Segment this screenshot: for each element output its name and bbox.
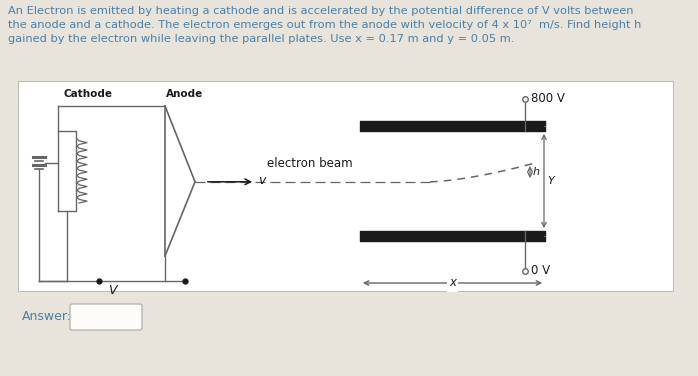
Text: Anode: Anode [166,89,204,99]
Text: h: h [533,167,540,177]
Text: Answer:: Answer: [22,309,72,323]
Text: the anode and a cathode. The electron emerges out from the anode with velocity o: the anode and a cathode. The electron em… [8,20,641,30]
FancyBboxPatch shape [70,304,142,330]
Text: x: x [449,276,456,290]
Text: v: v [258,174,265,187]
Text: 800 V: 800 V [531,92,565,106]
FancyBboxPatch shape [18,81,673,291]
Text: gained by the electron while leaving the parallel plates. Use x = 0.17 m and y =: gained by the electron while leaving the… [8,34,514,44]
Text: V: V [107,284,117,297]
Text: 0 V: 0 V [531,264,550,277]
Text: Y: Y [547,176,554,186]
Text: electron beam: electron beam [267,157,352,170]
Text: Cathode: Cathode [64,89,112,99]
Text: An Electron is emitted by heating a cathode and is accelerated by the potential : An Electron is emitted by heating a cath… [8,6,634,16]
